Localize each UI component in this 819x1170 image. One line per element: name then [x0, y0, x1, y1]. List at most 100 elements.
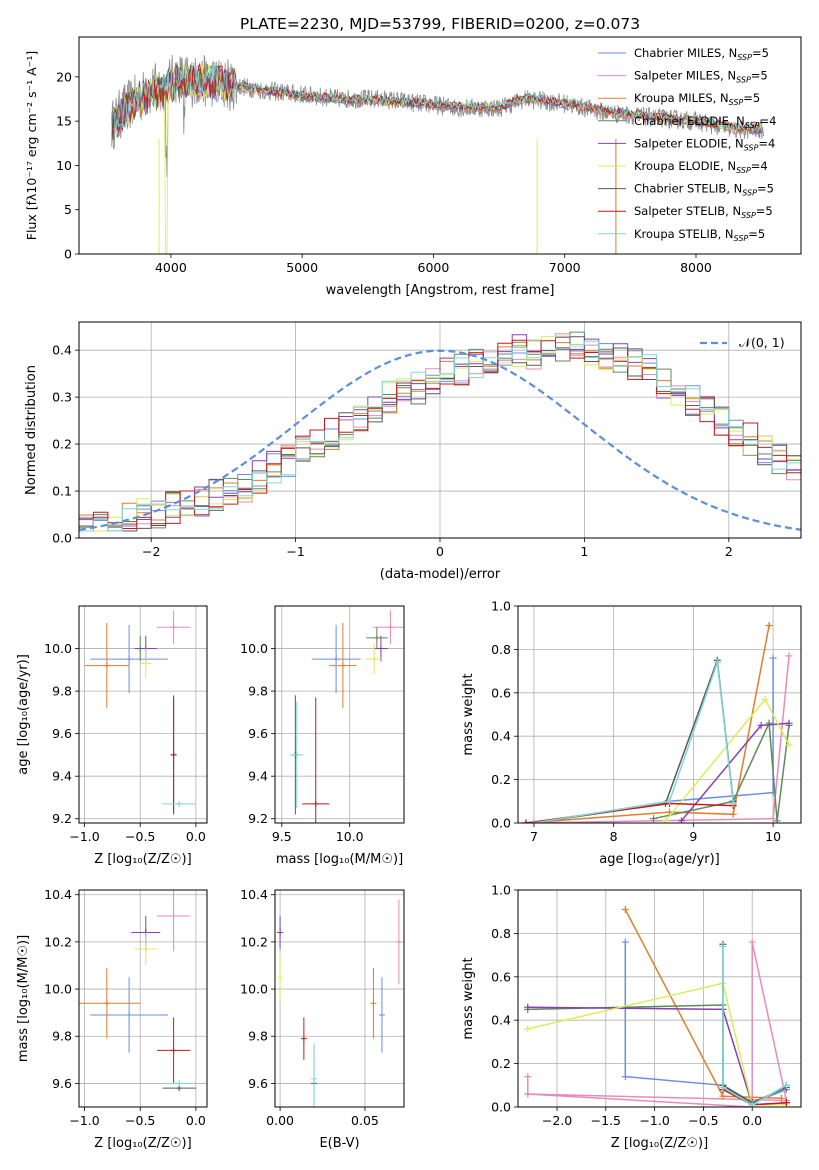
x-tick-label: 7000	[549, 260, 581, 275]
weight-marker	[782, 1081, 790, 1089]
y-tick-label: 10.2	[240, 934, 268, 949]
y-tick-label: 0.0	[491, 1100, 511, 1115]
residual-histogram	[79, 333, 801, 532]
y-tick-label: 5	[64, 202, 72, 217]
plot-area	[522, 622, 793, 823]
weight-marker	[748, 1101, 756, 1107]
data-point	[176, 1080, 183, 1087]
axes-frame	[274, 889, 405, 1108]
y-tick-label: 9.6	[248, 726, 268, 741]
data-point	[293, 751, 300, 758]
y-axis-label: Flux [fλ10⁻¹⁷ erg cm⁻² s⁻¹ A⁻¹]	[24, 51, 39, 240]
x-tick-label: 0.0	[186, 1113, 206, 1128]
panel-age-vs-Z: −1.0 −0.5 0.0 9.2 9.4 9.6 9.8 10.0 Z [log₁₀(Z/Z☉…	[16, 605, 208, 867]
weight-marker	[719, 1092, 727, 1100]
residual-histogram	[79, 342, 801, 526]
x-tick-label: −1	[286, 544, 304, 559]
y-tick-label: 9.6	[52, 1076, 72, 1091]
weight-marker	[782, 1099, 790, 1107]
data-point	[126, 1012, 133, 1019]
residual-histogram	[79, 339, 801, 532]
y-tick-label: 0.6	[491, 969, 511, 984]
data-point	[378, 1012, 385, 1019]
x-axis-label: Z [log₁₀(Z/Z☉)]	[611, 1136, 708, 1151]
panel-age-vs-mass: 9.5 10.0 9.2 9.4 9.6 9.8 10.0 mass [log₁₀(M/M☉)…	[240, 605, 405, 867]
weight-marker	[530, 819, 538, 823]
legend-label: Salpeter ELODIE, NSSP=4	[634, 136, 775, 152]
axes-frame	[78, 889, 208, 1108]
weight-line	[527, 1006, 787, 1106]
residual-histogram	[79, 335, 801, 528]
weight-marker	[522, 819, 530, 823]
x-tick-label: 0.0	[742, 1113, 762, 1128]
y-tick-label: 9.8	[52, 1029, 72, 1044]
x-tick-label: 1	[580, 544, 588, 559]
weight-marker	[677, 817, 685, 823]
y-tick-label: 10.0	[240, 641, 268, 656]
data-point	[103, 1000, 110, 1007]
weight-line	[527, 941, 788, 1107]
data-point	[333, 656, 340, 663]
legend-label: Salpeter STELIB, NSSP=5	[634, 204, 773, 220]
data-point	[312, 800, 319, 807]
x-tick-label: −0.5	[688, 1113, 718, 1128]
y-tick-label: 0.4	[491, 1013, 511, 1028]
y-tick-label: 9.6	[52, 726, 72, 741]
plot-area	[277, 899, 402, 1107]
y-tick-label: 10.4	[44, 887, 72, 902]
weight-marker	[713, 658, 721, 666]
weight-line	[533, 658, 774, 823]
weight-marker	[769, 815, 777, 823]
y-tick-label: 0.8	[491, 926, 511, 941]
weight-line	[525, 625, 770, 823]
data-point	[277, 929, 284, 936]
x-tick-label: −1.0	[69, 829, 99, 844]
data-point	[395, 938, 402, 945]
x-tick-label: 9.5	[272, 829, 292, 844]
x-axis-label: mass [log₁₀(M/M☉)]	[276, 852, 403, 867]
y-axis-label: age [log₁₀(age/yr)]	[16, 654, 31, 775]
data-point	[170, 912, 177, 919]
x-tick-label: 10	[765, 829, 781, 844]
weight-line	[722, 946, 787, 1106]
y-tick-label: 0.4	[52, 343, 72, 358]
x-tick-label: 9	[689, 829, 697, 844]
y-tick-label: 0.3	[52, 390, 72, 405]
y-tick-label: 0	[64, 247, 72, 262]
plot-area	[79, 890, 196, 1092]
x-tick-label: 2	[725, 544, 733, 559]
y-tick-label: 1.0	[491, 883, 511, 898]
y-tick-label: 9.4	[52, 769, 72, 784]
data-point	[311, 1075, 318, 1082]
data-point	[373, 634, 380, 641]
data-point	[176, 800, 183, 807]
legend-label: Chabrier ELODIE, NSSP=4	[634, 114, 776, 130]
weight-marker	[524, 1073, 532, 1081]
data-point	[387, 624, 394, 631]
residual-histogram	[79, 335, 801, 532]
panel-mass-weight-vs-Z: −2.0 −1.5 −1.0 −0.5 0.0 0.0 0.2 0.4 0.6 0.8 1.0 Z […	[461, 883, 802, 1151]
weight-marker	[765, 622, 773, 630]
plot-area	[111, 54, 765, 254]
x-tick-label: −1.0	[639, 1113, 669, 1128]
panel-residuals: −2 −1 0 1 2 0.0 0.1 0.2 0.3 0.4 (data-model)/error…	[24, 321, 802, 582]
y-tick-label: 20	[56, 69, 72, 84]
data-point	[339, 662, 346, 669]
weight-marker	[524, 1025, 532, 1033]
x-tick-label: 0.00	[266, 1113, 294, 1128]
y-tick-label: 9.2	[52, 811, 72, 826]
x-tick-label: −0.5	[125, 1113, 155, 1128]
weight-marker	[650, 815, 658, 823]
data-point	[142, 945, 149, 952]
weight-line	[624, 942, 787, 1104]
data-point	[377, 645, 384, 652]
legend-label: Kroupa MILES, NSSP=5	[634, 91, 760, 107]
y-tick-label: 0.1	[52, 484, 72, 499]
y-tick-label: 10.2	[44, 934, 72, 949]
y-tick-label: 9.4	[248, 769, 268, 784]
y-tick-label: 0.0	[52, 531, 72, 546]
data-point	[170, 624, 177, 631]
legend-label: Salpeter MILES, NSSP=5	[634, 69, 768, 85]
data-point	[170, 1047, 177, 1054]
weight-marker	[757, 721, 765, 729]
